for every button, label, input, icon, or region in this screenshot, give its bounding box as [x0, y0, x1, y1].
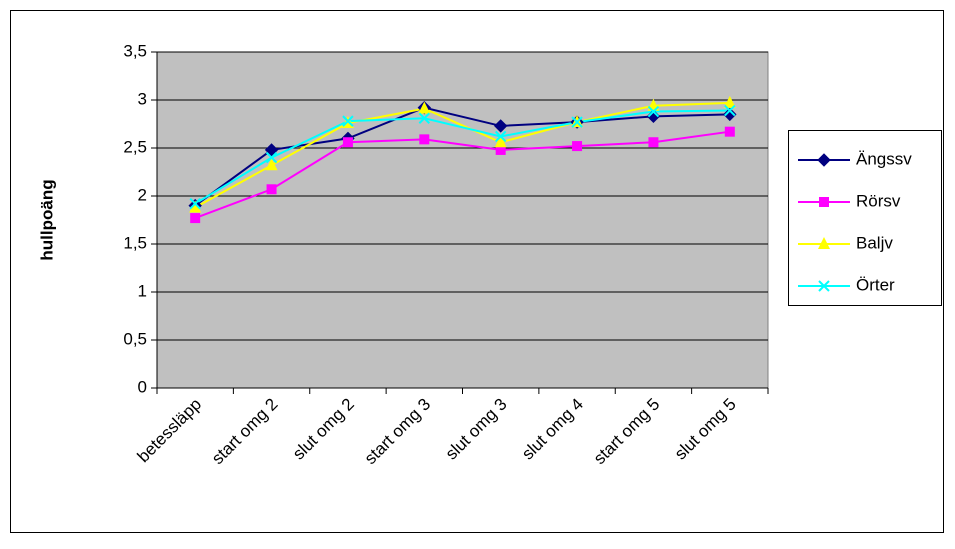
legend-label: Rörsv	[856, 191, 901, 210]
marker	[342, 115, 354, 127]
marker	[494, 130, 507, 143]
marker	[724, 126, 735, 137]
marker	[494, 135, 507, 148]
marker	[647, 105, 660, 118]
marker	[190, 213, 201, 224]
marker	[724, 104, 736, 117]
y-tick-label: 1,5	[123, 233, 147, 252]
y-tick-label: 2,5	[123, 137, 147, 156]
marker	[266, 184, 277, 195]
series-line	[194, 109, 730, 205]
marker	[418, 101, 431, 114]
marker	[571, 116, 583, 128]
marker	[264, 143, 279, 157]
y-tick-label: 0	[138, 377, 147, 396]
marker	[342, 137, 353, 148]
marker	[493, 119, 508, 133]
legend-label: Baljv	[856, 233, 893, 252]
marker	[723, 95, 736, 108]
legend-label: Örter	[856, 275, 895, 294]
marker	[418, 112, 431, 124]
marker	[189, 200, 202, 213]
marker	[265, 151, 278, 164]
y-tick-label: 3	[138, 89, 147, 108]
series-line	[194, 106, 730, 207]
series-line	[194, 130, 730, 220]
y-tick-label: 3,5	[123, 41, 147, 60]
y-tick-label: 0,5	[123, 329, 147, 348]
series-line	[194, 101, 730, 209]
marker	[723, 107, 737, 122]
plot-area	[156, 51, 769, 389]
marker	[495, 144, 506, 155]
marker	[572, 141, 583, 152]
marker	[818, 237, 830, 249]
marker	[817, 153, 831, 167]
marker	[265, 158, 278, 171]
marker	[818, 280, 830, 292]
y-tick-label: 2	[138, 185, 147, 204]
marker	[419, 134, 430, 145]
legend-label: Ängssv	[856, 149, 912, 168]
y-tick-label: 1	[138, 281, 147, 300]
marker	[819, 197, 829, 207]
y-axis-title: hullpoäng	[37, 179, 56, 260]
marker	[648, 137, 659, 148]
marker	[189, 197, 201, 210]
